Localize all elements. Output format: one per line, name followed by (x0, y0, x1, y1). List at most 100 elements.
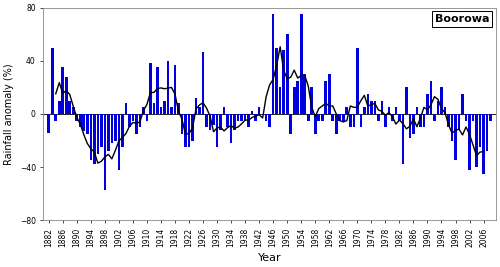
Bar (433, 114, 436, 121)
Bar (205, 114, 208, 127)
Bar (314, 114, 316, 134)
Bar (244, 114, 246, 121)
Bar (419, 114, 422, 127)
Bar (276, 48, 278, 114)
Bar (440, 87, 443, 114)
Bar (156, 68, 159, 114)
Bar (110, 114, 113, 143)
Bar (391, 114, 394, 121)
Bar (223, 107, 226, 114)
Bar (279, 87, 281, 114)
Bar (321, 114, 324, 121)
Bar (286, 34, 288, 114)
Bar (380, 101, 383, 114)
Bar (48, 114, 50, 133)
Bar (251, 111, 254, 114)
Bar (96, 114, 99, 154)
Bar (468, 114, 471, 170)
Bar (180, 114, 184, 134)
Bar (304, 74, 306, 114)
Bar (300, 14, 302, 114)
Bar (310, 87, 313, 114)
Bar (394, 107, 397, 114)
Y-axis label: Rainfall anomaly (%): Rainfall anomaly (%) (4, 63, 14, 165)
Bar (258, 107, 260, 114)
Bar (254, 114, 257, 121)
Bar (138, 114, 141, 127)
Bar (58, 101, 60, 114)
Bar (248, 114, 250, 127)
Bar (416, 107, 418, 114)
Bar (135, 114, 138, 134)
Bar (307, 114, 310, 121)
Bar (100, 114, 102, 147)
Bar (118, 114, 120, 170)
Bar (184, 114, 187, 147)
Bar (486, 114, 488, 151)
Bar (388, 107, 390, 114)
Bar (265, 114, 268, 121)
Bar (377, 114, 380, 121)
Bar (93, 114, 96, 164)
Bar (72, 107, 74, 114)
Bar (114, 114, 116, 140)
Bar (220, 114, 222, 130)
Bar (90, 114, 92, 160)
Bar (475, 114, 478, 167)
Bar (293, 87, 296, 114)
Bar (324, 81, 327, 114)
Bar (318, 114, 320, 121)
Bar (202, 52, 204, 114)
Bar (426, 94, 429, 114)
Bar (212, 114, 215, 125)
Bar (152, 103, 156, 114)
Bar (408, 114, 411, 138)
Bar (194, 98, 198, 114)
Bar (402, 114, 404, 164)
X-axis label: Year: Year (258, 253, 281, 263)
Bar (478, 114, 482, 147)
Bar (226, 114, 229, 127)
Bar (272, 14, 274, 114)
Bar (454, 114, 457, 160)
Bar (464, 114, 468, 121)
Bar (335, 114, 338, 134)
Bar (216, 114, 218, 147)
Bar (430, 81, 432, 114)
Bar (198, 107, 201, 114)
Bar (128, 114, 130, 127)
Text: Boorowa: Boorowa (434, 14, 489, 24)
Bar (349, 114, 352, 127)
Bar (163, 101, 166, 114)
Bar (346, 107, 348, 114)
Bar (51, 48, 54, 114)
Bar (107, 114, 110, 151)
Bar (360, 114, 362, 127)
Bar (370, 101, 372, 114)
Bar (230, 114, 232, 143)
Bar (240, 114, 243, 121)
Bar (234, 114, 236, 130)
Bar (490, 114, 492, 121)
Bar (366, 94, 369, 114)
Bar (412, 114, 414, 134)
Bar (177, 103, 180, 114)
Bar (54, 114, 57, 121)
Bar (160, 107, 162, 114)
Bar (472, 114, 474, 121)
Bar (422, 114, 426, 127)
Bar (444, 107, 446, 114)
Bar (132, 114, 134, 121)
Bar (447, 114, 450, 127)
Bar (124, 103, 127, 114)
Bar (188, 114, 190, 147)
Bar (191, 114, 194, 140)
Bar (332, 114, 334, 121)
Bar (82, 114, 85, 131)
Bar (282, 50, 285, 114)
Bar (121, 114, 124, 147)
Bar (342, 114, 344, 121)
Bar (237, 114, 240, 121)
Bar (142, 107, 144, 114)
Bar (65, 77, 68, 114)
